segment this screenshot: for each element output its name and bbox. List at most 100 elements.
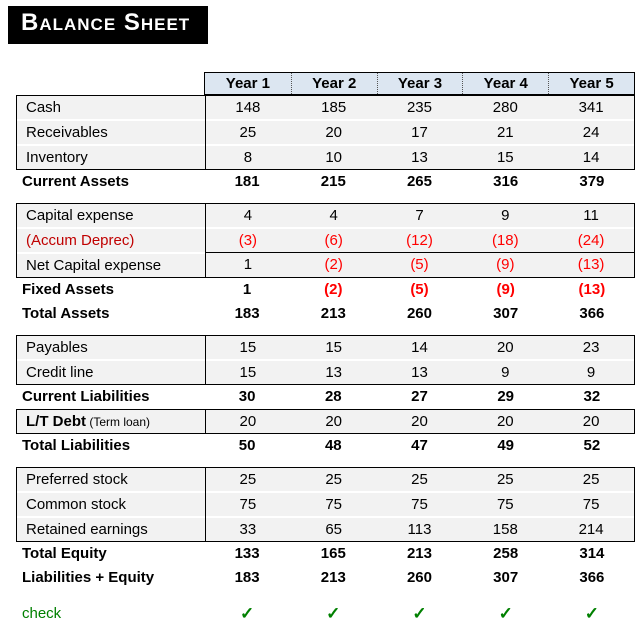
col-header-year-5[interactable]: Year 5 — [548, 72, 634, 94]
accum-deprec-year-4[interactable]: (18) — [462, 226, 549, 252]
capital-expense-year-4[interactable]: 9 — [501, 206, 510, 224]
common-stock-year-4[interactable]: 75 — [462, 490, 549, 516]
capital-expense-year-3[interactable]: 7 — [415, 206, 424, 224]
fixed-assets-year-5[interactable]: (13) — [578, 280, 606, 298]
l-t-debt-year-3[interactable]: 20 — [411, 412, 428, 430]
current-assets-year-2[interactable]: 215 — [320, 172, 346, 190]
inventory-year-4[interactable]: 15 — [462, 143, 549, 169]
accum-deprec-year-3[interactable]: (12) — [376, 226, 463, 252]
credit-line-year-1[interactable]: 15 — [205, 358, 291, 384]
total-liabilities-year-2[interactable]: 48 — [324, 436, 342, 454]
net-capital-expense-year-2[interactable]: (2) — [290, 251, 377, 276]
retained-earnings-year-2[interactable]: 65 — [290, 515, 377, 541]
accum-deprec-year-2[interactable]: (6) — [290, 226, 377, 252]
retained-earnings-year-5[interactable]: 214 — [548, 515, 634, 541]
row-label-l-t-debt[interactable]: L/T Debt (Term loan) — [17, 410, 205, 433]
cash-year-5[interactable]: 341 — [578, 98, 604, 116]
payables-year-4[interactable]: 20 — [496, 338, 514, 356]
row-label-capital-expense[interactable]: Capital expense — [26, 206, 134, 224]
liabilities-equity-year-1[interactable]: 183 — [234, 568, 260, 586]
credit-line-year-2[interactable]: 13 — [290, 358, 377, 384]
total-equity-year-1[interactable]: 133 — [234, 544, 260, 562]
liabilities-equity-year-5[interactable]: 366 — [579, 568, 605, 586]
fixed-assets-year-2[interactable]: (2) — [324, 280, 343, 298]
capital-expense-year-5[interactable]: 11 — [583, 206, 599, 224]
net-capital-expense-year-4[interactable]: (9) — [462, 251, 549, 276]
total-liabilities-year-5[interactable]: 52 — [583, 436, 601, 454]
row-label-total-assets[interactable]: Total Assets — [22, 304, 110, 322]
row-label-preferred-stock[interactable]: Preferred stock — [26, 470, 128, 488]
cash-year-1[interactable]: 148 — [235, 98, 261, 116]
credit-line-year-5[interactable]: 9 — [548, 358, 634, 384]
credit-line-year-3[interactable]: 13 — [376, 358, 463, 384]
row-label-liabilities-equity[interactable]: Liabilities + Equity — [22, 568, 155, 586]
col-header-year-3[interactable]: Year 3 — [376, 72, 463, 94]
liabilities-equity-year-3[interactable]: 260 — [406, 568, 432, 586]
total-liabilities-year-4[interactable]: 49 — [497, 436, 515, 454]
col-header-year-4[interactable]: Year 4 — [462, 72, 548, 94]
retained-earnings-year-1[interactable]: 33 — [205, 515, 291, 541]
net-capital-expense-year-1[interactable]: 1 — [205, 251, 291, 276]
cash-year-2[interactable]: 185 — [321, 98, 347, 116]
inventory-year-3[interactable]: 13 — [376, 143, 463, 169]
fixed-assets-year-3[interactable]: (5) — [410, 280, 429, 298]
total-equity-year-3[interactable]: 213 — [406, 544, 432, 562]
receivables-year-5[interactable]: 24 — [548, 118, 634, 144]
common-stock-year-3[interactable]: 75 — [376, 490, 463, 516]
row-label-common-stock[interactable]: Common stock — [17, 490, 205, 516]
total-equity-year-5[interactable]: 314 — [579, 544, 605, 562]
receivables-year-3[interactable]: 17 — [376, 118, 463, 144]
preferred-stock-year-5[interactable]: 25 — [582, 470, 600, 488]
row-label-total-equity[interactable]: Total Equity — [22, 544, 107, 562]
retained-earnings-year-4[interactable]: 158 — [462, 515, 549, 541]
common-stock-year-2[interactable]: 75 — [290, 490, 377, 516]
current-liabilities-year-3[interactable]: 27 — [411, 387, 428, 405]
total-assets-year-5[interactable]: 366 — [579, 304, 605, 322]
row-label-accum-deprec[interactable]: (Accum Deprec) — [17, 226, 205, 252]
payables-year-2[interactable]: 15 — [325, 338, 343, 356]
row-label-payables[interactable]: Payables — [26, 338, 88, 356]
common-stock-year-1[interactable]: 75 — [205, 490, 291, 516]
payables-year-1[interactable]: 15 — [239, 338, 257, 356]
row-label-fixed-assets[interactable]: Fixed Assets — [22, 280, 114, 298]
total-equity-year-2[interactable]: 165 — [320, 544, 346, 562]
total-liabilities-year-3[interactable]: 47 — [411, 436, 428, 454]
capital-expense-year-1[interactable]: 4 — [243, 206, 253, 224]
total-assets-year-2[interactable]: 213 — [320, 304, 346, 322]
l-t-debt-year-5[interactable]: 20 — [582, 412, 600, 430]
retained-earnings-year-3[interactable]: 113 — [376, 515, 463, 541]
common-stock-year-5[interactable]: 75 — [548, 490, 634, 516]
fixed-assets-year-1[interactable]: 1 — [242, 280, 252, 298]
preferred-stock-year-4[interactable]: 25 — [496, 470, 514, 488]
l-t-debt-year-1[interactable]: 20 — [239, 412, 257, 430]
col-header-year-2[interactable]: Year 2 — [290, 72, 377, 94]
payables-year-3[interactable]: 14 — [411, 338, 428, 356]
current-assets-year-4[interactable]: 316 — [493, 172, 519, 190]
capital-expense-year-2[interactable]: 4 — [329, 206, 338, 224]
receivables-year-1[interactable]: 25 — [205, 118, 291, 144]
total-liabilities-year-1[interactable]: 50 — [238, 436, 256, 454]
col-header-year-1[interactable]: Year 1 — [225, 74, 270, 92]
credit-line-year-4[interactable]: 9 — [462, 358, 549, 384]
preferred-stock-year-3[interactable]: 25 — [411, 470, 428, 488]
row-label-current-assets[interactable]: Current Assets — [22, 172, 129, 190]
row-label-current-liabilities[interactable]: Current Liabilities — [22, 387, 150, 405]
inventory-year-5[interactable]: 14 — [548, 143, 634, 169]
net-capital-expense-year-3[interactable]: (5) — [376, 251, 463, 276]
row-label-total-liabilities[interactable]: Total Liabilities — [22, 436, 131, 454]
receivables-year-4[interactable]: 21 — [462, 118, 549, 144]
liabilities-equity-year-4[interactable]: 307 — [493, 568, 519, 586]
row-label-inventory[interactable]: Inventory — [17, 143, 205, 169]
current-liabilities-year-4[interactable]: 29 — [497, 387, 515, 405]
current-assets-year-5[interactable]: 379 — [579, 172, 605, 190]
inventory-year-1[interactable]: 8 — [205, 143, 291, 169]
row-label-net-capital-expense[interactable]: Net Capital expense — [17, 251, 205, 277]
payables-year-5[interactable]: 23 — [582, 338, 600, 356]
total-equity-year-4[interactable]: 258 — [493, 544, 519, 562]
row-label-cash[interactable]: Cash — [26, 98, 62, 116]
inventory-year-2[interactable]: 10 — [290, 143, 377, 169]
fixed-assets-year-4[interactable]: (9) — [496, 280, 515, 298]
accum-deprec-year-1[interactable]: (3) — [205, 226, 291, 252]
current-liabilities-year-2[interactable]: 28 — [324, 387, 342, 405]
l-t-debt-year-4[interactable]: 20 — [496, 412, 514, 430]
